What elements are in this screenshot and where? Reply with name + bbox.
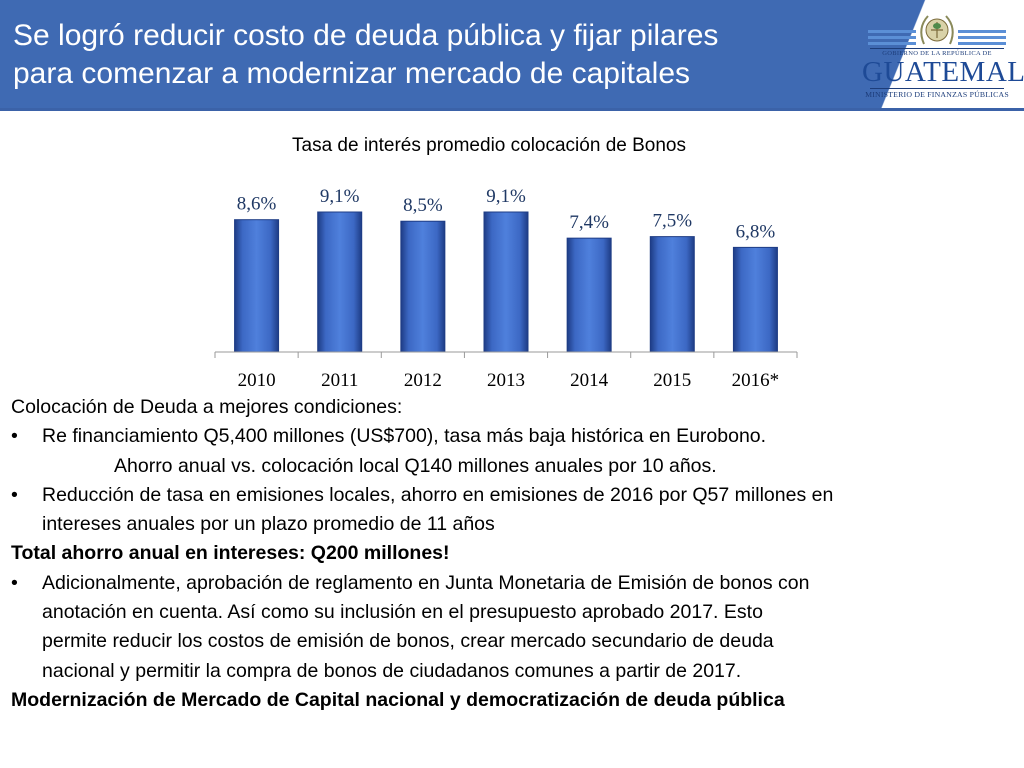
total-savings-text: Total ahorro anual en intereses: Q200 mi… bbox=[11, 542, 450, 565]
category-tick-label: 2015 bbox=[653, 370, 691, 391]
data-label: 8,5% bbox=[403, 195, 443, 216]
header-underline bbox=[0, 108, 1024, 111]
category-tick-label: 2014 bbox=[570, 370, 609, 391]
bullet-marker: • bbox=[11, 425, 18, 448]
bar-2015 bbox=[649, 236, 695, 353]
bar-2012 bbox=[400, 220, 446, 353]
category-tick-label: 2010 bbox=[238, 370, 276, 391]
slide-title-line-2: para comenzar a modernizar mercado de ca… bbox=[13, 57, 691, 90]
logo-rule-bottom bbox=[870, 88, 1004, 89]
coat-of-arms-icon bbox=[868, 15, 1006, 45]
data-label: 9,1% bbox=[486, 186, 526, 207]
bullet-rate-reduction: • Reducción de tasa en emisiones locales… bbox=[11, 481, 1011, 540]
interest-rate-bar-chart: 8,6% 9,1% 8,5% 9,1% 7,4% 7,5% 6,8% 2010 2011 201… bbox=[214, 186, 798, 391]
bullet-marker: • bbox=[11, 483, 18, 506]
bullet-regulation-line-1: Adicionalmente, aprobación de reglamento… bbox=[42, 571, 810, 594]
data-label: 7,4% bbox=[569, 212, 609, 233]
logo-ministry-name: MINISTERIO DE FINANZAS PÚBLICAS bbox=[865, 90, 1009, 99]
category-tick-label: 2013 bbox=[487, 370, 525, 391]
intro-text: Colocación de Deuda a mejores condicione… bbox=[11, 396, 403, 418]
bullet-refinancing-text: Re financiamiento Q5,400 millones (US$70… bbox=[42, 425, 767, 448]
logo-rule-top bbox=[870, 48, 1004, 49]
bar-2016 bbox=[732, 246, 778, 353]
slide-title: Se logró reducir costo de deuda pública … bbox=[13, 17, 843, 93]
bar-2011 bbox=[317, 211, 363, 353]
logo-country-name: GUATEMALA bbox=[862, 56, 1024, 88]
data-label: 6,8% bbox=[736, 221, 776, 242]
body-text: Colocación de Deuda a mejores condicione… bbox=[11, 393, 1011, 715]
data-label: 9,1% bbox=[320, 186, 360, 207]
bullet-regulation-line-4: nacional y permitir la compra de bonos d… bbox=[42, 659, 742, 682]
bar-2014 bbox=[566, 237, 612, 353]
closing-statement: Modernización de Mercado de Capital naci… bbox=[11, 688, 785, 711]
slide-title-line-1: Se logró reducir costo de deuda pública … bbox=[13, 19, 719, 52]
guatemala-government-logo: GOBIERNO DE LA REPÚBLICA DE GUATEMALA MI… bbox=[862, 8, 1024, 102]
bullet-regulation: • Adicionalmente, aprobación de reglamen… bbox=[11, 569, 1011, 686]
bar-2013 bbox=[483, 211, 529, 353]
bullet-regulation-line-3: permite reducir los costos de emisión de… bbox=[42, 630, 774, 653]
bar-2010 bbox=[234, 219, 280, 353]
chart-title: Tasa de interés promedio colocación de B… bbox=[292, 135, 686, 156]
category-tick-label: 2011 bbox=[321, 370, 358, 391]
bullet-refinancing: • Re financiamiento Q5,400 millones (US$… bbox=[11, 422, 1011, 451]
bullet-rate-reduction-line-2: intereses anuales por un plazo promedio … bbox=[42, 513, 495, 536]
bullet-regulation-line-2: anotación en cuenta. Así como su inclusi… bbox=[42, 601, 763, 624]
data-label: 8,6% bbox=[237, 194, 277, 215]
category-tick-label: 2016* bbox=[732, 370, 780, 391]
data-label: 7,5% bbox=[652, 211, 692, 232]
annual-savings-text: Ahorro anual vs. colocación local Q140 m… bbox=[114, 454, 717, 477]
logo-government-text: GOBIERNO DE LA REPÚBLICA DE bbox=[882, 50, 992, 57]
bullet-rate-reduction-line-1: Reducción de tasa en emisiones locales, … bbox=[42, 483, 834, 506]
category-tick-label: 2012 bbox=[404, 370, 442, 391]
header-banner bbox=[0, 0, 1024, 111]
bullet-marker: • bbox=[11, 571, 18, 594]
